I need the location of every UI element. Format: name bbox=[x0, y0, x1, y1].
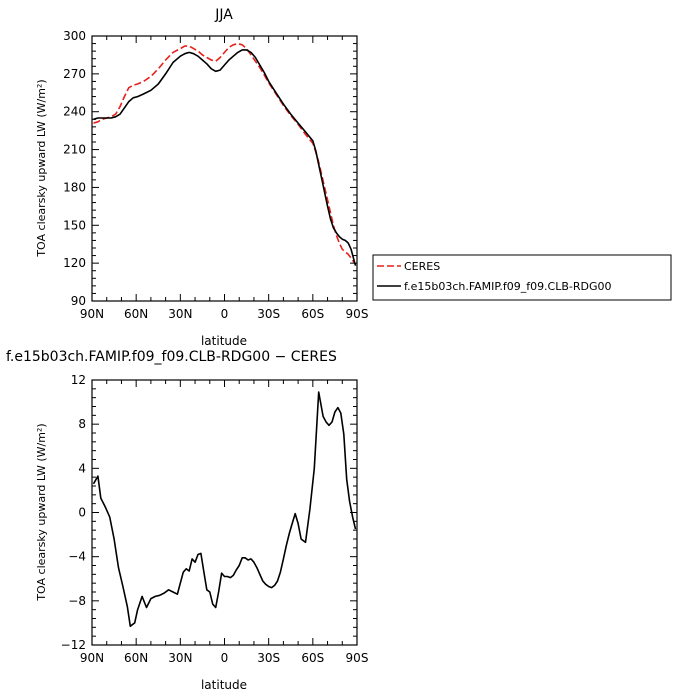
bottom-x-tick-label: 30N bbox=[168, 651, 192, 665]
bottom-series-line-0 bbox=[92, 391, 357, 628]
bottom-y-tick-label: −4 bbox=[68, 550, 86, 564]
bottom-x-tick-label: 30S bbox=[257, 651, 280, 665]
top-x-tick-label: 90S bbox=[346, 307, 369, 321]
legend-label-model: f.e15b03ch.FAMIP.f09_f09.CLB-RDG00 bbox=[404, 280, 612, 293]
legend-label-ceres: CERES bbox=[404, 260, 440, 273]
bottom-x-tick-label: 90S bbox=[346, 651, 369, 665]
top-chart-title: JJA bbox=[214, 7, 233, 23]
top-x-tick-label: 30S bbox=[257, 307, 280, 321]
top-y-tick-label: 90 bbox=[71, 294, 86, 308]
top-y-tick-label: 120 bbox=[63, 256, 86, 270]
bottom-y-tick-label: 0 bbox=[78, 506, 86, 520]
bottom-chart-title: f.e15b03ch.FAMIP.f09_f09.CLB-RDG00 − CER… bbox=[6, 349, 337, 365]
bottom-x-tick-label: 90N bbox=[80, 651, 104, 665]
bottom-panel: f.e15b03ch.FAMIP.f09_f09.CLB-RDG00 − CER… bbox=[6, 349, 368, 692]
bottom-y-tick-label: −8 bbox=[68, 594, 86, 608]
bottom-y-tick-label: 8 bbox=[78, 417, 86, 431]
top-y-tick-label: 150 bbox=[63, 218, 86, 232]
top-x-tick-label: 30N bbox=[168, 307, 192, 321]
bottom-y-tick-label: −12 bbox=[61, 638, 86, 652]
top-y-axis-label: TOA clearsky upward LW (W/m²) bbox=[35, 79, 48, 257]
top-plot-frame bbox=[91, 35, 358, 302]
top-x-tick-label: 90N bbox=[80, 307, 104, 321]
top-y-tick-label: 270 bbox=[63, 67, 86, 81]
top-x-tick-label: 0 bbox=[221, 307, 229, 321]
bottom-x-tick-label: 60S bbox=[301, 651, 324, 665]
top-y-tick-label: 300 bbox=[63, 29, 86, 43]
legend: CERES f.e15b03ch.FAMIP.f09_f09.CLB-RDG00 bbox=[372, 254, 672, 301]
bottom-x-axis-label: latitude bbox=[201, 678, 247, 692]
top-series-line-ceres bbox=[93, 42, 357, 265]
legend-box bbox=[372, 254, 672, 301]
top-series-line-f-e15b03ch-famip-f09-f09-clb-rdg00 bbox=[93, 49, 357, 266]
top-x-tick-label: 60N bbox=[124, 307, 148, 321]
top-y-tick-label: 210 bbox=[63, 143, 86, 157]
top-y-tick-label: 180 bbox=[63, 180, 86, 194]
top-y-tick-label: 240 bbox=[63, 105, 86, 119]
top-panel: JJA 90N 60N 30N 0 30S 60S 90S 90 120 150 180 210 240… bbox=[35, 7, 672, 348]
bottom-y-axis-label: TOA clearsky upward LW (W/m²) bbox=[35, 423, 48, 601]
bottom-y-tick-label: 4 bbox=[78, 461, 86, 475]
bottom-x-tick-label: 0 bbox=[221, 651, 229, 665]
bottom-y-tick-label: 12 bbox=[71, 373, 86, 387]
bottom-x-tick-label: 60N bbox=[124, 651, 148, 665]
top-x-axis-label: latitude bbox=[201, 334, 247, 348]
top-x-tick-label: 60S bbox=[301, 307, 324, 321]
